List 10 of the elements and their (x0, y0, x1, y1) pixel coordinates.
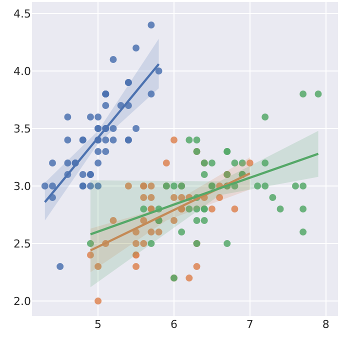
x-tick-label: 8 (322, 318, 330, 331)
x-tick-label: 5 (94, 318, 102, 331)
x-tick-label: 7 (246, 318, 254, 331)
y-tick-label: 3.0 (14, 180, 31, 193)
y-tick-label: 3.5 (14, 122, 31, 136)
y-tick-label: 4.5 (14, 7, 31, 20)
y-tick-label: 4.0 (14, 64, 31, 78)
y-tick-label: 2.0 (14, 294, 31, 308)
y-tick-label: 2.5 (14, 237, 31, 250)
x-tick-label: 6 (170, 318, 178, 331)
